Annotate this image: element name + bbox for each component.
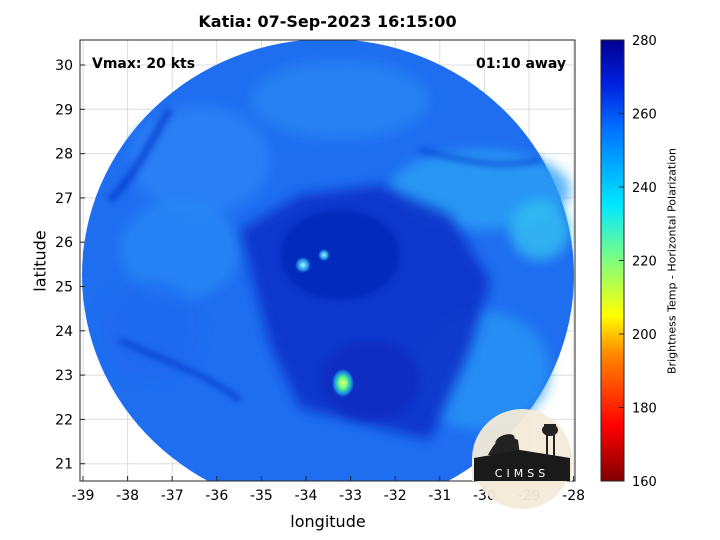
x-tick-label: -35 bbox=[250, 488, 273, 504]
warm-spot bbox=[318, 249, 330, 261]
y-tick-label: 22 bbox=[55, 412, 73, 428]
cimss-logo: CIMSS bbox=[472, 409, 572, 509]
x-tick-label: -32 bbox=[384, 488, 407, 504]
x-tick-label: -36 bbox=[205, 488, 228, 504]
y-tick-label: 24 bbox=[55, 324, 73, 340]
x-tick-label: -28 bbox=[562, 488, 585, 504]
y-axis-ticks: 30 29 28 27 26 25 24 23 22 21 bbox=[55, 58, 85, 473]
y-tick-label: 26 bbox=[55, 235, 73, 251]
warm-spot bbox=[295, 257, 311, 273]
colorbar-tick-label: 280 bbox=[632, 34, 657, 49]
x-axis-label: longitude bbox=[290, 512, 366, 531]
logo-text: CIMSS bbox=[495, 467, 549, 480]
x-tick-label: -33 bbox=[339, 488, 362, 504]
x-axis-ticks: -39-38-37-36-35-34-33-32-31-30-29-28 bbox=[72, 476, 585, 504]
colorbar-tick-label: 180 bbox=[632, 402, 657, 417]
colorbar-tick-label: 160 bbox=[632, 475, 657, 490]
colorbar-tick-label: 220 bbox=[632, 255, 657, 270]
x-tick-label: -34 bbox=[295, 488, 318, 504]
map-title: Katia: 07-Sep-2023 16:15:00 bbox=[198, 12, 457, 31]
y-tick-label: 30 bbox=[55, 58, 73, 74]
time-away-label: 01:10 away bbox=[476, 56, 566, 72]
y-tick-label: 28 bbox=[55, 147, 73, 163]
y-tick-label: 27 bbox=[55, 191, 73, 207]
colorbar-tick-label: 200 bbox=[632, 328, 657, 343]
y-tick-label: 25 bbox=[55, 280, 73, 296]
x-tick-label: -38 bbox=[116, 488, 139, 504]
y-tick-label: 29 bbox=[55, 102, 73, 118]
x-tick-label: -31 bbox=[428, 488, 451, 504]
y-tick-label: 23 bbox=[55, 368, 73, 384]
colorbar-tick-label: 260 bbox=[632, 108, 657, 123]
y-tick-label: 21 bbox=[55, 457, 73, 473]
colorbar-tick-label: 240 bbox=[632, 181, 657, 196]
vmax-label: Vmax: 20 kts bbox=[92, 56, 195, 72]
x-tick-label: -39 bbox=[72, 488, 95, 504]
colorbar-ticks: 280 260 240 220 200 180 160 bbox=[619, 34, 657, 490]
satellite-swath bbox=[82, 40, 574, 481]
x-tick-label: -37 bbox=[161, 488, 184, 504]
warm-spot-core bbox=[332, 369, 354, 397]
